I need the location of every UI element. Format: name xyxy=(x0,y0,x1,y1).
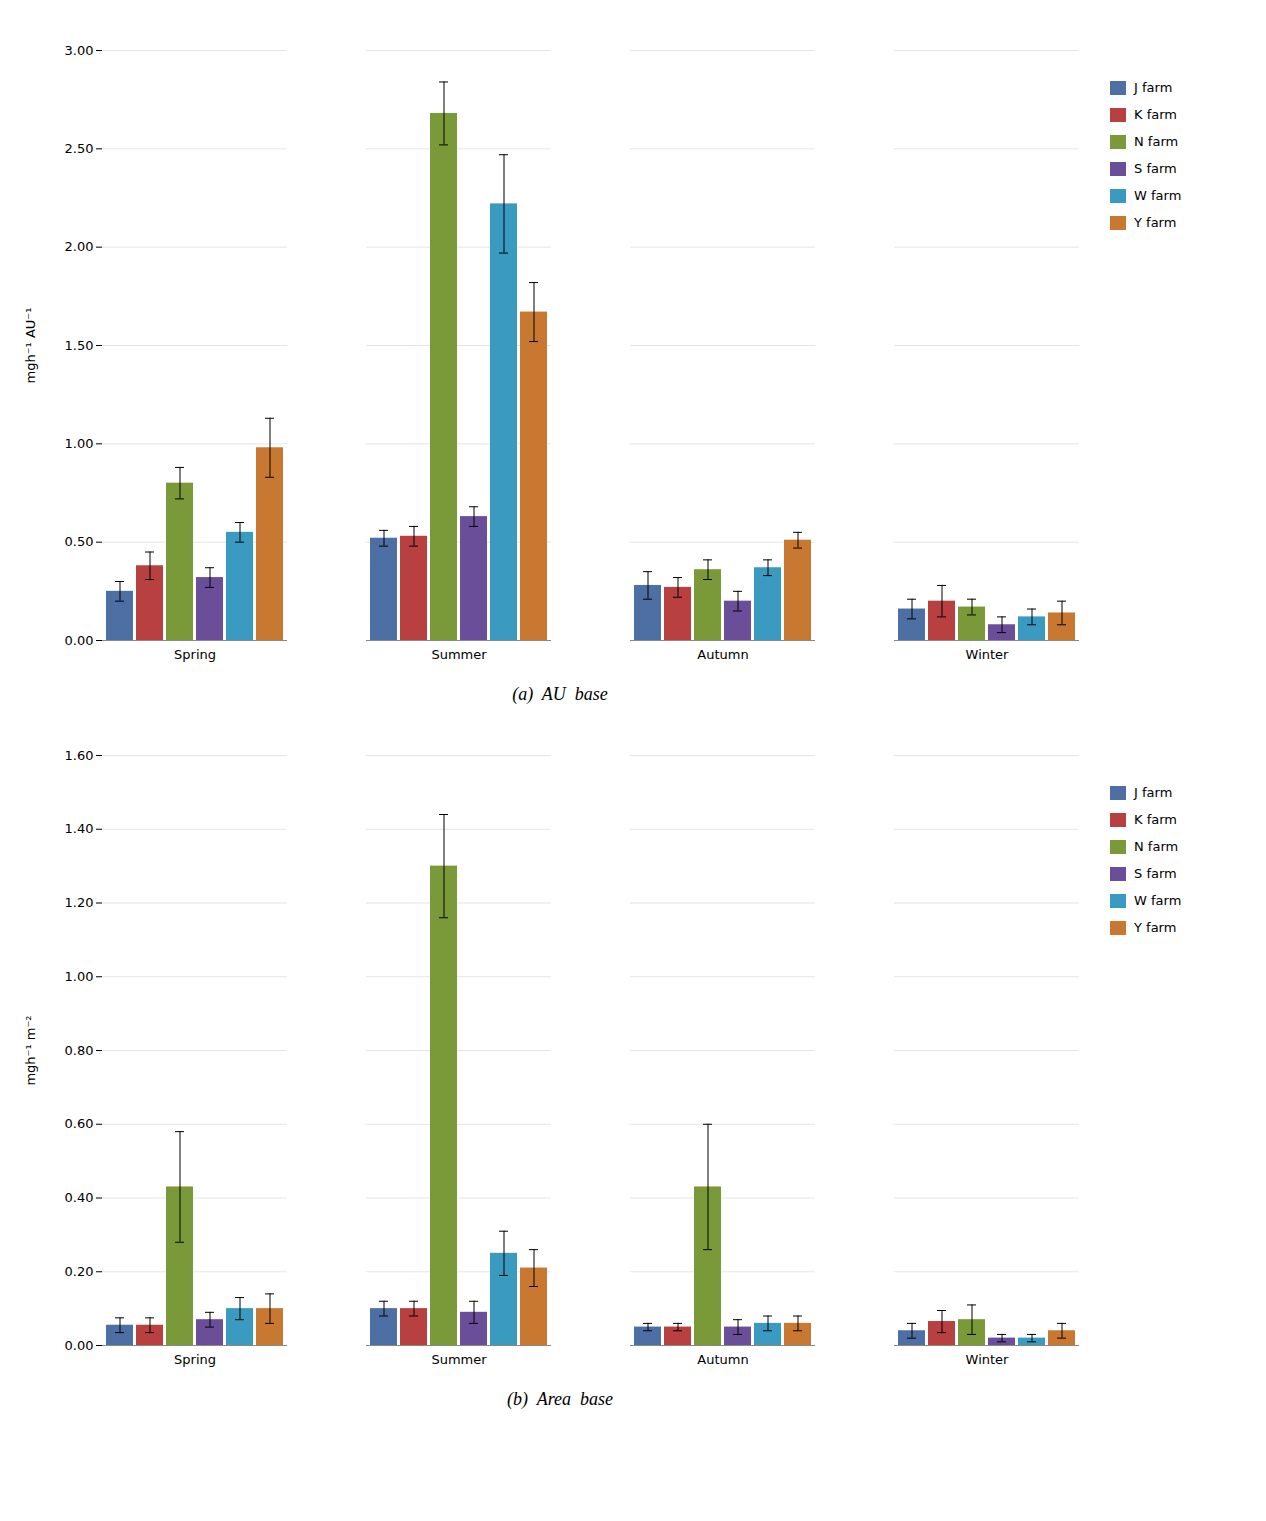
html-text:Y farm: Y farm xyxy=(1134,215,1177,230)
svg-text:mgh⁻¹ m⁻²: mgh⁻¹ m⁻² xyxy=(23,1015,38,1085)
svg-text:Winter: Winter xyxy=(966,647,1010,662)
svg-text:0.00: 0.00 xyxy=(65,1338,94,1353)
svg-text:0.60: 0.60 xyxy=(65,1116,94,1131)
html-text:J farm: J farm xyxy=(1134,80,1173,95)
svg-text:0.00: 0.00 xyxy=(65,633,94,648)
svg-text:Autumn: Autumn xyxy=(697,1352,748,1367)
svg-text:Spring: Spring xyxy=(174,647,216,662)
svg-text:1.20: 1.20 xyxy=(65,895,94,910)
html-text:W farm: W farm xyxy=(1134,893,1182,908)
svg-text:Spring: Spring xyxy=(174,1352,216,1367)
svg-text:0.80: 0.80 xyxy=(65,1043,94,1058)
html-text:Y farm: Y farm xyxy=(1134,920,1177,935)
html-text:J farm: J farm xyxy=(1134,785,1173,800)
svg-text:1.50: 1.50 xyxy=(65,338,94,353)
html-text:K farm: K farm xyxy=(1134,107,1177,122)
svg-text:0.40: 0.40 xyxy=(65,1190,94,1205)
svg-text:1.00: 1.00 xyxy=(65,436,94,451)
svg-text:Winter: Winter xyxy=(966,1352,1010,1367)
svg-text:mgh⁻¹ AU⁻¹: mgh⁻¹ AU⁻¹ xyxy=(23,308,38,384)
svg-text:Autumn: Autumn xyxy=(697,647,748,662)
svg-text:0.50: 0.50 xyxy=(65,534,94,549)
svg-text:0.20: 0.20 xyxy=(65,1264,94,1279)
html-text:K farm: K farm xyxy=(1134,812,1177,827)
html-text:(a) AU base: (a) AU base xyxy=(512,684,608,704)
svg-text:Summer: Summer xyxy=(431,1352,487,1367)
svg-text:1.60: 1.60 xyxy=(65,748,94,763)
html-text:S farm: S farm xyxy=(1134,866,1177,881)
html-text:W farm: W farm xyxy=(1134,188,1182,203)
svg-text:2.50: 2.50 xyxy=(65,141,94,156)
svg-text:1.40: 1.40 xyxy=(65,821,94,836)
html-text:N farm: N farm xyxy=(1134,839,1179,854)
html-text:S farm: S farm xyxy=(1134,161,1177,176)
html-text:(b) Area base: (b) Area base xyxy=(507,1389,613,1409)
svg-text:2.00: 2.00 xyxy=(65,239,94,254)
svg-text:Summer: Summer xyxy=(431,647,487,662)
html-text:N farm: N farm xyxy=(1134,134,1179,149)
svg-text:1.00: 1.00 xyxy=(65,969,94,984)
svg-text:3.00: 3.00 xyxy=(65,43,94,58)
